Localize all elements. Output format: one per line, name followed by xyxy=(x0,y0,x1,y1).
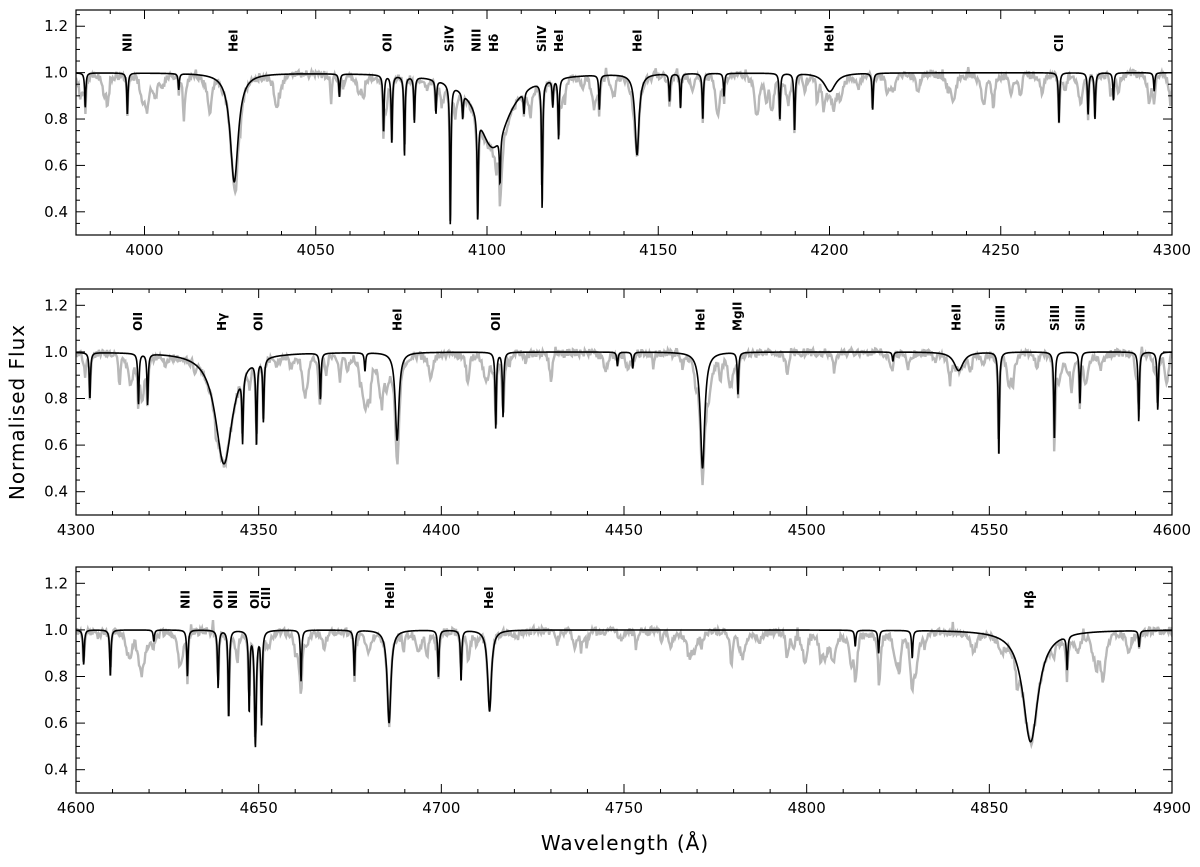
x-tick-label: 4050 xyxy=(297,241,335,259)
panel-2: 4300 4350 4400 4450 4500 4550 4600 0.4 0.6 0.8 1.0… xyxy=(44,288,1191,539)
y-tick-label: 1.0 xyxy=(44,64,68,82)
x-tick-label: 4900 xyxy=(1153,799,1191,817)
x-tick-label: 4400 xyxy=(422,521,460,539)
x-tick-label: 4000 xyxy=(125,241,163,259)
y-tick-label: 0.4 xyxy=(44,203,68,221)
line-id-label: OII xyxy=(381,33,395,52)
x-tick-label: 4250 xyxy=(982,241,1020,259)
y-tick-label: 0.6 xyxy=(44,436,68,454)
observed-spectrum-1 xyxy=(76,66,1172,221)
x-tick-label: 4750 xyxy=(605,799,643,817)
observed-spectrum-2 xyxy=(76,345,1172,486)
panel-plot-area-2 xyxy=(76,345,1172,486)
line-id-label: SiIV xyxy=(442,25,456,52)
y-tick-label: 0.8 xyxy=(44,668,68,686)
x-tick-label: 4300 xyxy=(57,521,95,539)
x-tick-label: 4100 xyxy=(468,241,506,259)
line-id-label: NII xyxy=(179,590,193,609)
x-tick-label: 4200 xyxy=(810,241,848,259)
line-id-label: NII xyxy=(120,33,134,52)
x-tick-label: 4600 xyxy=(57,799,95,817)
panel-3: 4600 4650 4700 4750 4800 4850 4900 0.4 0.6 0.8 1.0… xyxy=(44,566,1191,817)
line-id-label: HeII xyxy=(950,304,964,331)
line-id-label: Hβ xyxy=(1023,590,1037,609)
model-spectrum-1 xyxy=(76,71,1172,225)
x-tick-label: 4600 xyxy=(1153,521,1191,539)
observed-spectrum-3 xyxy=(76,619,1172,750)
line-id-label: Hδ xyxy=(487,34,501,52)
x-tick-label: 4300 xyxy=(1153,241,1191,259)
line-id-label: MgII xyxy=(730,302,744,331)
panel-frame-3 xyxy=(75,566,1173,794)
x-tick-label: 4850 xyxy=(970,799,1008,817)
line-id-label: Hγ xyxy=(215,313,229,331)
panel-1: 4000 4050 4100 4150 4200 4250 4300 0.4 0.6 0.8 1.0… xyxy=(44,9,1191,259)
line-id-label: HeI xyxy=(631,29,645,52)
x-tick-label: 4450 xyxy=(605,521,643,539)
line-id-label: HeI xyxy=(482,586,496,609)
y-tick-label: 0.6 xyxy=(44,714,68,732)
line-id-label: OII xyxy=(131,312,145,331)
y-tick-label: 1.0 xyxy=(44,621,68,639)
x-tick-label: 4150 xyxy=(639,241,677,259)
panel-plot-area-3 xyxy=(76,619,1172,750)
y-tick-label: 1.2 xyxy=(44,296,68,314)
line-id-label: OII xyxy=(212,590,226,609)
y-tick-label: 0.8 xyxy=(44,110,68,128)
y-tick-label: 0.6 xyxy=(44,156,68,174)
line-id-label: CIII xyxy=(259,587,273,609)
x-tick-label: 4700 xyxy=(422,799,460,817)
line-id-label: HeI xyxy=(391,308,405,331)
line-id-label: OII xyxy=(248,590,262,609)
line-id-label: OII xyxy=(489,312,503,331)
line-id-label: HeII xyxy=(823,25,837,52)
y-tick-label: 0.8 xyxy=(44,390,68,408)
line-id-label: HeI xyxy=(552,29,566,52)
y-tick-label: 0.4 xyxy=(44,483,68,501)
line-id-label: SiIII xyxy=(993,305,1007,331)
y-axis-title: Normalised Flux xyxy=(5,324,29,500)
model-spectrum-3 xyxy=(76,629,1172,748)
line-id-label: CII xyxy=(1052,34,1066,52)
line-id-label: OII xyxy=(252,312,266,331)
line-id-label: SiIV xyxy=(535,25,549,52)
x-tick-label: 4500 xyxy=(788,521,826,539)
x-axis-title: Wavelength (Å) xyxy=(541,831,709,855)
x-tick-label: 4800 xyxy=(788,799,826,817)
panel-plot-area-1 xyxy=(76,66,1172,225)
x-tick-label: 4350 xyxy=(240,521,278,539)
y-tick-label: 1.2 xyxy=(44,574,68,592)
x-tick-label: 4650 xyxy=(240,799,278,817)
x-tick-label: 4550 xyxy=(970,521,1008,539)
line-id-label: HeI xyxy=(227,29,241,52)
model-spectrum-2 xyxy=(76,351,1172,469)
line-id-label: HeI xyxy=(694,308,708,331)
y-tick-label: 1.0 xyxy=(44,343,68,361)
line-id-label: NII xyxy=(226,590,240,609)
line-id-label: NIII xyxy=(470,29,484,52)
line-id-label: SiIII xyxy=(1048,305,1062,331)
line-id-label: SiIII xyxy=(1074,305,1088,331)
y-tick-label: 0.4 xyxy=(44,761,68,779)
y-tick-label: 1.2 xyxy=(44,17,68,35)
line-id-label: HeII xyxy=(383,582,397,609)
